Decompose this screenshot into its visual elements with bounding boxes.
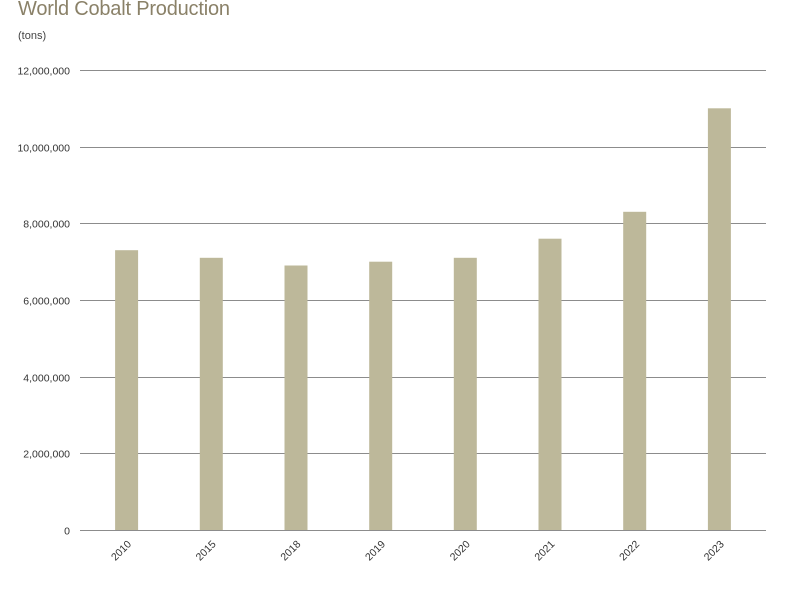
y-tick-label: 10,000,000 bbox=[17, 143, 70, 155]
y-tick-label: 4,000,000 bbox=[23, 373, 70, 385]
x-tick-label: 2010 bbox=[109, 538, 134, 563]
bar-2021 bbox=[538, 238, 562, 530]
x-tick-label: 2022 bbox=[617, 538, 642, 563]
chart-title: World Cobalt Production bbox=[18, 0, 230, 20]
bar-2015 bbox=[199, 257, 223, 530]
y-tick-label: 12,000,000 bbox=[17, 66, 70, 78]
y-tick-label: 8,000,000 bbox=[23, 219, 70, 231]
x-tick-label: 2018 bbox=[278, 538, 303, 563]
bar-2010 bbox=[115, 250, 139, 530]
y-tick-label: 2,000,000 bbox=[23, 449, 70, 461]
bar-2023 bbox=[707, 108, 731, 531]
bars bbox=[115, 108, 731, 531]
x-tick-label: 2019 bbox=[363, 538, 388, 563]
gridlines bbox=[80, 70, 766, 531]
x-tick-label: 2020 bbox=[448, 538, 473, 563]
x-tick-label: 2021 bbox=[532, 538, 557, 563]
y-tick-label: 6,000,000 bbox=[23, 296, 70, 308]
unit-label: (tons) bbox=[18, 30, 47, 42]
y-axis-ticks: 0 2,000,000 4,000,000 6,000,000 8,000,000 10,… bbox=[17, 66, 70, 538]
bar-2020 bbox=[453, 257, 477, 530]
y-tick-label: 0 bbox=[64, 526, 70, 538]
bar-2018 bbox=[284, 265, 308, 530]
bar-2019 bbox=[369, 261, 393, 530]
x-tick-label: 2023 bbox=[702, 538, 727, 563]
x-tick-label: 2015 bbox=[194, 538, 219, 563]
x-axis-ticks: 2010 2015 2018 2019 2020 2021 2022 2023 bbox=[109, 538, 727, 563]
bar-2022 bbox=[623, 211, 647, 531]
